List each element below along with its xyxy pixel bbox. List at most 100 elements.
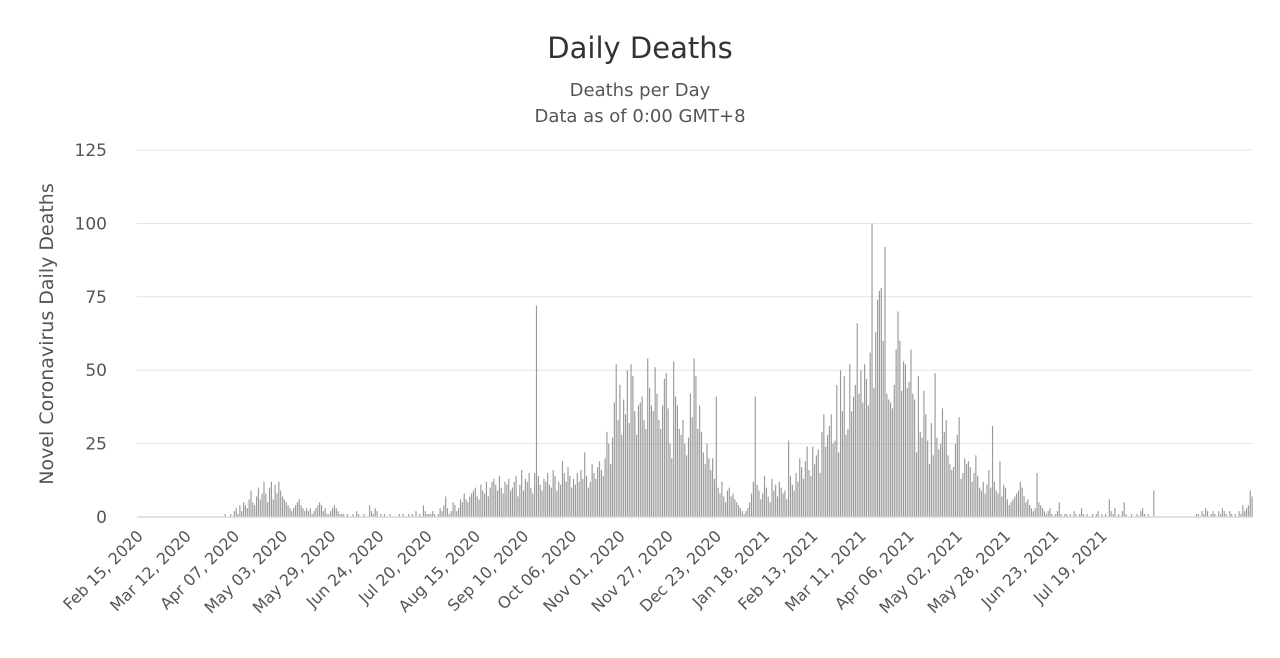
bar[interactable] xyxy=(737,505,740,517)
bar[interactable] xyxy=(669,443,671,517)
bar[interactable] xyxy=(862,402,864,518)
bar[interactable] xyxy=(838,452,840,517)
bar[interactable] xyxy=(474,487,476,517)
bar[interactable] xyxy=(673,361,675,517)
bar[interactable] xyxy=(801,467,803,517)
bar[interactable] xyxy=(1238,511,1240,517)
bar[interactable] xyxy=(953,467,955,517)
bar[interactable] xyxy=(430,514,432,517)
bar[interactable] xyxy=(1023,496,1025,517)
bar[interactable] xyxy=(450,511,452,517)
bar[interactable] xyxy=(224,514,226,517)
bar[interactable] xyxy=(678,428,680,517)
bar[interactable] xyxy=(487,496,489,517)
bar[interactable] xyxy=(515,475,517,517)
bar[interactable] xyxy=(826,434,829,517)
bar[interactable] xyxy=(1060,514,1062,517)
bar[interactable] xyxy=(493,478,495,517)
bar[interactable] xyxy=(489,487,491,517)
bar[interactable] xyxy=(897,311,899,517)
bar[interactable] xyxy=(500,487,502,517)
bar[interactable] xyxy=(699,405,701,517)
bar[interactable] xyxy=(971,481,973,517)
bar[interactable] xyxy=(921,437,923,517)
bar[interactable] xyxy=(389,514,391,517)
bar[interactable] xyxy=(1029,505,1031,517)
bar[interactable] xyxy=(812,446,814,517)
bar[interactable] xyxy=(940,443,942,517)
bar[interactable] xyxy=(324,508,326,517)
bar[interactable] xyxy=(691,417,693,517)
bar[interactable] xyxy=(509,490,512,517)
bar[interactable] xyxy=(370,511,373,517)
bar[interactable] xyxy=(522,490,525,517)
bar[interactable] xyxy=(750,493,753,517)
bar[interactable] xyxy=(917,376,919,517)
bar[interactable] xyxy=(1040,505,1042,517)
bar[interactable] xyxy=(780,487,782,517)
bar[interactable] xyxy=(341,514,343,517)
bar[interactable] xyxy=(511,487,513,517)
bar[interactable] xyxy=(259,499,261,517)
bar[interactable] xyxy=(814,464,816,517)
bar[interactable] xyxy=(919,431,921,517)
bar[interactable] xyxy=(1247,505,1249,517)
bar[interactable] xyxy=(280,490,282,517)
bar[interactable] xyxy=(828,425,830,517)
bar[interactable] xyxy=(713,478,716,517)
bar[interactable] xyxy=(1047,511,1049,517)
bar[interactable] xyxy=(281,496,284,517)
bar[interactable] xyxy=(858,393,860,517)
bar[interactable] xyxy=(739,508,741,517)
bar[interactable] xyxy=(1105,514,1107,517)
bar[interactable] xyxy=(283,499,285,517)
bar[interactable] xyxy=(893,384,895,517)
bar[interactable] xyxy=(880,287,882,517)
bar[interactable] xyxy=(376,511,378,517)
bar[interactable] xyxy=(1125,514,1127,517)
bar[interactable] xyxy=(337,511,339,517)
bar[interactable] xyxy=(241,511,243,517)
bar[interactable] xyxy=(1066,514,1068,517)
bar[interactable] xyxy=(643,420,645,517)
bar[interactable] xyxy=(1123,502,1125,517)
bar[interactable] xyxy=(567,467,569,517)
bar[interactable] xyxy=(532,493,534,517)
bar[interactable] xyxy=(1003,484,1005,517)
bar[interactable] xyxy=(615,364,617,517)
bar[interactable] xyxy=(1195,514,1198,517)
bar[interactable] xyxy=(402,514,404,517)
bar[interactable] xyxy=(356,511,358,517)
bar[interactable] xyxy=(845,434,847,517)
bar[interactable] xyxy=(890,402,892,518)
bar[interactable] xyxy=(448,514,450,517)
bar[interactable] xyxy=(524,478,526,517)
bar[interactable] xyxy=(797,481,799,517)
bar[interactable] xyxy=(617,420,619,517)
bar[interactable] xyxy=(1245,508,1248,517)
bar[interactable] xyxy=(656,393,658,517)
bar[interactable] xyxy=(704,464,706,517)
bar[interactable] xyxy=(539,484,541,517)
bar[interactable] xyxy=(1229,511,1231,517)
bar[interactable] xyxy=(1042,508,1044,517)
bar[interactable] xyxy=(901,390,903,517)
bar[interactable] xyxy=(326,514,328,517)
bar[interactable] xyxy=(1244,511,1246,517)
bar[interactable] xyxy=(537,475,539,517)
bar[interactable] xyxy=(569,475,571,517)
bar[interactable] xyxy=(571,487,573,517)
bar[interactable] xyxy=(276,493,278,517)
bar[interactable] xyxy=(528,472,530,517)
bar[interactable] xyxy=(754,396,756,517)
bar[interactable] xyxy=(695,376,697,517)
bar[interactable] xyxy=(1136,514,1138,517)
bar[interactable] xyxy=(311,514,313,517)
bar[interactable] xyxy=(1153,490,1155,517)
bar[interactable] xyxy=(1038,502,1040,517)
bar[interactable] xyxy=(873,387,875,517)
bar[interactable] xyxy=(891,408,894,517)
bar[interactable] xyxy=(734,499,736,517)
bar[interactable] xyxy=(237,514,239,517)
bar[interactable] xyxy=(315,508,317,517)
